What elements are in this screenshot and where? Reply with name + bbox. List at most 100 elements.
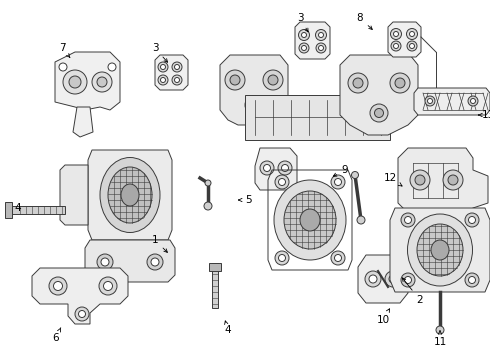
Circle shape xyxy=(468,216,475,224)
Circle shape xyxy=(281,165,289,171)
Circle shape xyxy=(389,275,397,283)
Circle shape xyxy=(468,276,475,284)
Circle shape xyxy=(49,277,67,295)
Circle shape xyxy=(275,251,289,265)
Circle shape xyxy=(405,216,412,224)
Text: 3: 3 xyxy=(296,13,308,32)
Circle shape xyxy=(53,282,63,291)
Circle shape xyxy=(301,45,307,50)
Text: 9: 9 xyxy=(333,165,348,176)
Text: 12: 12 xyxy=(383,173,402,186)
Circle shape xyxy=(172,62,182,72)
Circle shape xyxy=(391,41,401,51)
Circle shape xyxy=(99,277,117,295)
Ellipse shape xyxy=(300,209,320,231)
Circle shape xyxy=(249,100,259,109)
Circle shape xyxy=(264,165,270,171)
Circle shape xyxy=(174,64,179,69)
Circle shape xyxy=(393,31,398,36)
Ellipse shape xyxy=(417,224,463,276)
Circle shape xyxy=(69,76,81,88)
Ellipse shape xyxy=(408,214,472,286)
Circle shape xyxy=(443,170,463,190)
Circle shape xyxy=(391,28,401,40)
Text: 4: 4 xyxy=(224,321,231,335)
Circle shape xyxy=(316,43,326,53)
Polygon shape xyxy=(55,52,120,110)
Circle shape xyxy=(370,104,388,122)
Circle shape xyxy=(278,255,286,261)
Circle shape xyxy=(318,45,323,50)
Circle shape xyxy=(172,75,182,85)
Circle shape xyxy=(410,44,415,49)
Polygon shape xyxy=(5,202,12,218)
Circle shape xyxy=(410,170,430,190)
Circle shape xyxy=(335,255,342,261)
Polygon shape xyxy=(398,148,488,213)
Circle shape xyxy=(230,75,240,85)
Polygon shape xyxy=(388,22,421,57)
Polygon shape xyxy=(245,95,390,140)
Circle shape xyxy=(318,32,323,37)
Circle shape xyxy=(425,96,435,106)
Polygon shape xyxy=(220,55,288,125)
Polygon shape xyxy=(88,150,172,240)
Circle shape xyxy=(331,175,345,189)
Circle shape xyxy=(75,307,89,321)
Text: 11: 11 xyxy=(433,331,446,347)
Text: 7: 7 xyxy=(59,43,70,58)
Circle shape xyxy=(348,73,368,93)
Circle shape xyxy=(353,78,363,88)
Circle shape xyxy=(407,41,417,51)
Polygon shape xyxy=(390,208,490,292)
Circle shape xyxy=(278,179,286,185)
Ellipse shape xyxy=(431,240,449,260)
Polygon shape xyxy=(414,88,490,115)
Circle shape xyxy=(59,63,67,71)
Circle shape xyxy=(369,275,377,283)
Polygon shape xyxy=(255,148,297,190)
Ellipse shape xyxy=(284,191,336,249)
Circle shape xyxy=(331,251,345,265)
Circle shape xyxy=(410,31,415,36)
Circle shape xyxy=(401,273,415,287)
Circle shape xyxy=(393,44,398,49)
Circle shape xyxy=(316,30,326,40)
Circle shape xyxy=(174,77,179,82)
Circle shape xyxy=(78,310,85,318)
Circle shape xyxy=(161,77,166,82)
Circle shape xyxy=(103,282,113,291)
Circle shape xyxy=(92,72,112,92)
Circle shape xyxy=(365,271,381,287)
Text: 6: 6 xyxy=(53,328,61,343)
Polygon shape xyxy=(295,22,330,59)
Text: 1: 1 xyxy=(152,235,168,252)
Polygon shape xyxy=(32,268,128,324)
Polygon shape xyxy=(209,263,221,271)
Circle shape xyxy=(97,77,107,87)
Polygon shape xyxy=(358,255,408,303)
Circle shape xyxy=(468,96,478,106)
Circle shape xyxy=(415,175,425,185)
Circle shape xyxy=(260,161,274,175)
Circle shape xyxy=(465,273,479,287)
Text: 4: 4 xyxy=(15,203,21,213)
Circle shape xyxy=(158,62,168,72)
Circle shape xyxy=(470,99,475,104)
Text: 10: 10 xyxy=(376,309,390,325)
Circle shape xyxy=(245,96,263,114)
Ellipse shape xyxy=(100,158,160,233)
Circle shape xyxy=(275,175,289,189)
Circle shape xyxy=(448,175,458,185)
Circle shape xyxy=(147,254,163,270)
Circle shape xyxy=(465,213,479,227)
Polygon shape xyxy=(60,165,88,225)
Polygon shape xyxy=(73,107,93,137)
Circle shape xyxy=(204,202,212,210)
Circle shape xyxy=(374,108,384,117)
Circle shape xyxy=(427,99,433,104)
Circle shape xyxy=(101,258,109,266)
Polygon shape xyxy=(12,206,65,214)
Circle shape xyxy=(390,73,410,93)
Circle shape xyxy=(436,326,444,334)
